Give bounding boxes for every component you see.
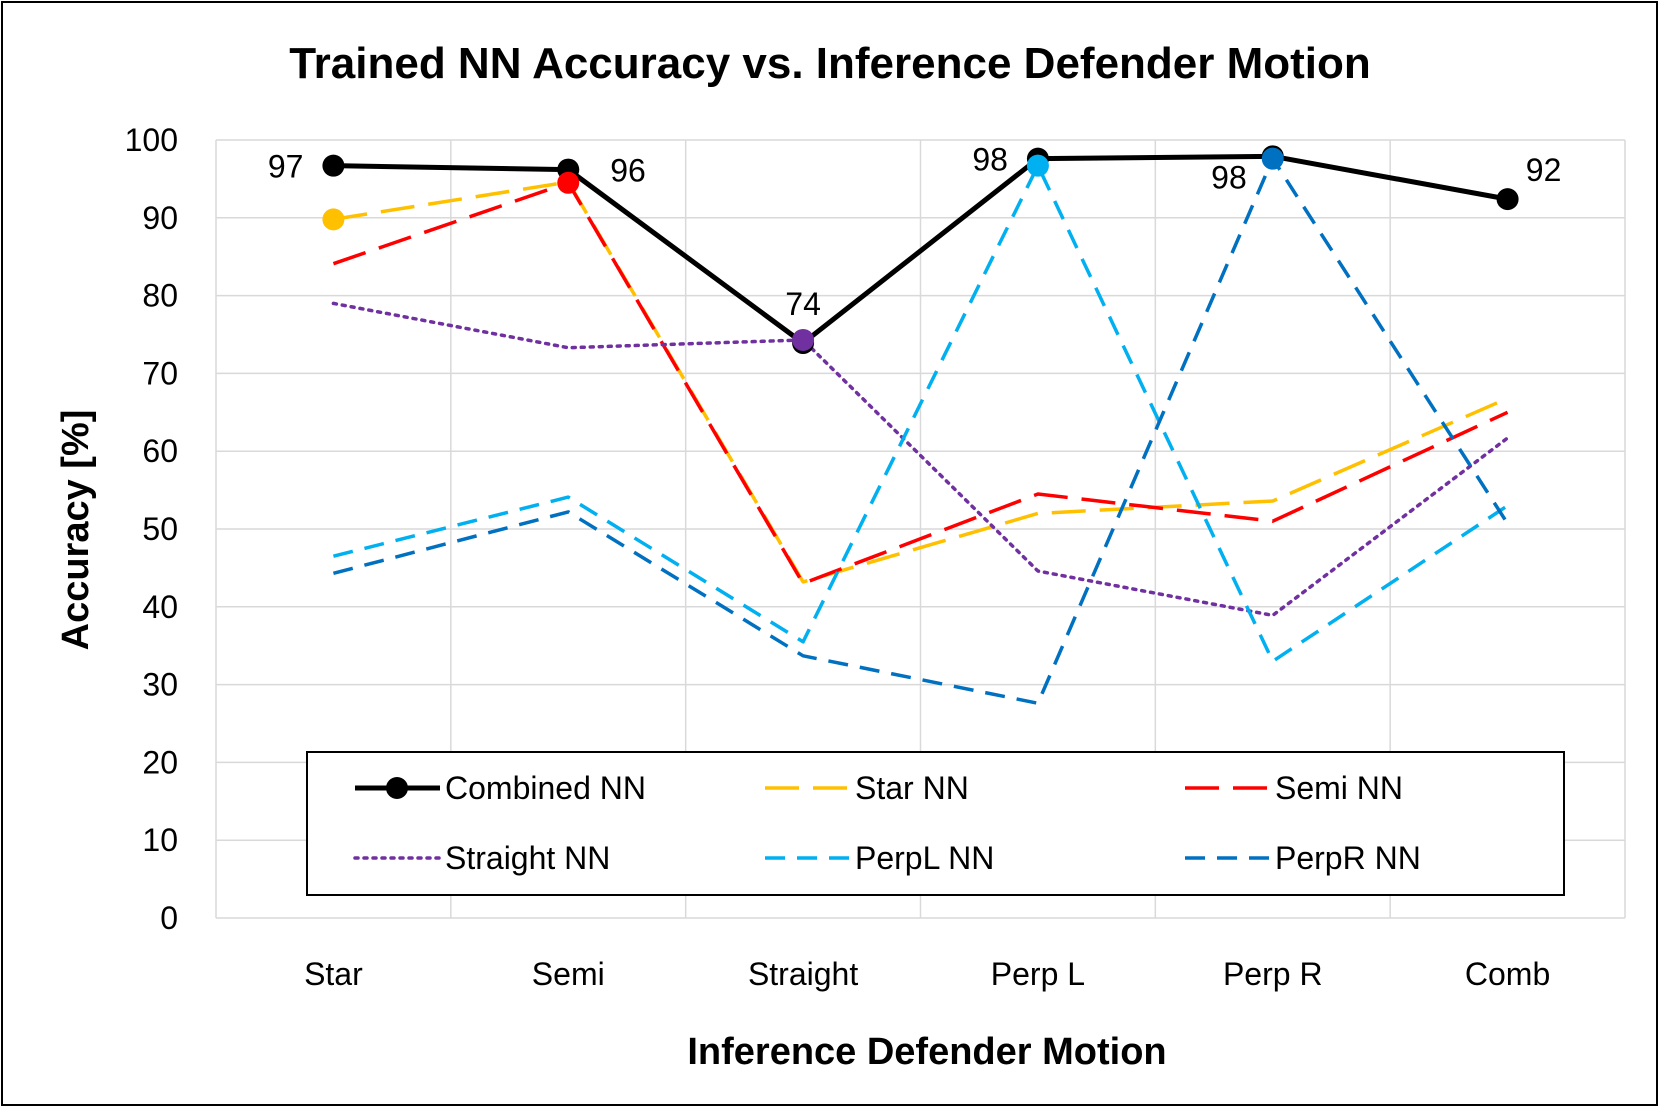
series-line-perpr-nn xyxy=(332,156,1510,706)
legend-label: Star NN xyxy=(855,770,969,806)
y-tick-label: 0 xyxy=(160,900,178,936)
legend-item-semi-nn: Semi NN xyxy=(1185,770,1403,806)
x-axis-ticks: Star Semi Straight Perp L Perp R Comb xyxy=(304,956,1550,992)
legend-item-perpl-nn: PerpL NN xyxy=(765,840,994,876)
marker-perpr-nn xyxy=(1261,147,1284,170)
legend-item-straight-nn: Straight NN xyxy=(353,840,610,876)
y-axis-title: Accuracy [%] xyxy=(55,410,97,651)
y-tick-label: 70 xyxy=(142,355,178,391)
legend-label: Straight NN xyxy=(445,840,610,876)
x-axis-title: Inference Defender Motion xyxy=(687,1031,1166,1073)
marker-star-nn xyxy=(322,208,345,231)
legend-label: PerpR NN xyxy=(1275,840,1421,876)
x-tick-label: Semi xyxy=(532,956,605,992)
data-label: 96 xyxy=(610,153,646,189)
marker-perpl-nn xyxy=(1026,154,1049,177)
data-label: 98 xyxy=(1211,159,1247,195)
y-tick-label: 20 xyxy=(142,744,178,780)
marker-semi-nn xyxy=(557,171,580,194)
y-tick-label: 60 xyxy=(142,433,178,469)
x-tick-label: Star xyxy=(304,956,363,992)
legend-label: PerpL NN xyxy=(855,840,994,876)
series-line-combined-nn xyxy=(333,153,1509,346)
series-layer xyxy=(331,153,1510,706)
data-label: 74 xyxy=(785,286,821,322)
x-tick-label: Straight xyxy=(748,956,858,992)
legend-item-perpr-nn: PerpR NN xyxy=(1185,840,1421,876)
y-tick-label: 40 xyxy=(142,589,178,625)
chart-title: Trained NN Accuracy vs. Inference Defend… xyxy=(289,39,1371,88)
marker-straight-nn xyxy=(792,328,815,351)
markers-layer xyxy=(322,145,1519,355)
y-tick-label: 80 xyxy=(142,278,178,314)
y-tick-label: 10 xyxy=(142,822,178,858)
y-tick-label: 30 xyxy=(142,667,178,703)
marker-combined-nn xyxy=(322,154,345,177)
data-label: 97 xyxy=(268,149,304,185)
y-tick-label: 50 xyxy=(142,511,178,547)
legend-marker xyxy=(386,777,408,799)
y-tick-label: 100 xyxy=(125,122,178,158)
data-label: 92 xyxy=(1526,152,1562,188)
marker-combined-nn xyxy=(1496,188,1519,211)
legend: Combined NN Star NN Semi NN Straight NN Perp… xyxy=(306,751,1565,896)
series-line-straight-nn xyxy=(331,301,1510,618)
series-line-perpl-nn xyxy=(332,163,1509,664)
legend-label: Semi NN xyxy=(1275,770,1403,806)
legend-label: Combined NN xyxy=(445,770,646,806)
data-labels-layer: 97 96 74 98 98 92 xyxy=(268,142,1562,322)
legend-box xyxy=(306,751,1565,896)
legend-item-combined-nn: Combined NN xyxy=(355,770,646,806)
x-tick-label: Perp L xyxy=(991,956,1085,992)
series-line-semi-nn xyxy=(332,181,1509,586)
x-tick-label: Perp R xyxy=(1223,956,1323,992)
y-tick-label: 90 xyxy=(142,200,178,236)
x-tick-label: Comb xyxy=(1465,956,1550,992)
legend-item-star-nn: Star NN xyxy=(765,770,969,806)
series-line-star-nn xyxy=(333,180,1509,584)
y-axis-ticks: 0 10 20 30 40 50 60 70 80 90 100 xyxy=(125,122,178,936)
data-label: 98 xyxy=(972,142,1008,178)
